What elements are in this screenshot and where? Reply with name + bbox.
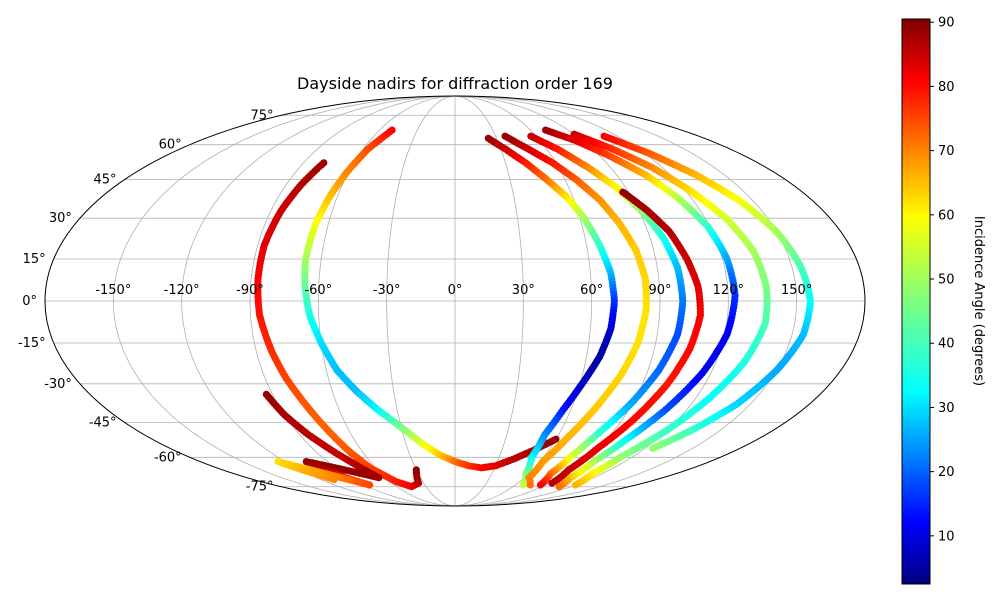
latitude-tick-label: 45° xyxy=(94,173,117,188)
colorbar-tick-label: 90 xyxy=(938,16,955,31)
latitude-tick-label: -30° xyxy=(44,377,72,392)
longitude-tick-label: 0° xyxy=(448,283,463,298)
longitude-tick-labels: -150° -120° -90° -60° -30° 0° 30° 60° 90° 120° 150… xyxy=(95,283,812,298)
chart-title: Dayside nadirs for diffraction order 169 xyxy=(297,74,613,93)
data-point-series-10 xyxy=(649,444,657,452)
colorbar-label: Incidence Angle (degrees) xyxy=(971,216,986,386)
longitude-tick-label: -90° xyxy=(236,283,264,298)
data-point-series-5 xyxy=(526,481,534,489)
longitude-tick-label: -120° xyxy=(164,283,200,298)
colorbar-ticks: 10 20 30 40 50 60 70 80 90 xyxy=(930,16,955,544)
colorbar-gradient xyxy=(901,18,931,585)
latitude-tick-label: 0° xyxy=(22,294,37,309)
data-points xyxy=(254,126,814,491)
longitude-tick-label: -150° xyxy=(95,283,131,298)
latitude-tick-label: 75° xyxy=(250,108,273,123)
globe-outline xyxy=(44,95,866,507)
longitude-tick-label: 60° xyxy=(580,283,603,298)
data-point-series-1 xyxy=(552,435,560,443)
data-point-series-8 xyxy=(555,483,563,491)
data-point-series-3 xyxy=(330,476,338,484)
latitude-tick-label: 15° xyxy=(23,252,46,267)
colorbar-tick-label: 30 xyxy=(938,401,955,416)
colorbar-tick-label: 20 xyxy=(938,465,955,480)
latitude-tick-label: 30° xyxy=(49,211,72,226)
data-point-series-4 xyxy=(519,481,527,489)
latitude-tick-label: -15° xyxy=(18,336,46,351)
data-point-series-6 xyxy=(536,481,545,489)
colorbar: 10 20 30 40 50 60 70 80 90 Incidence Angle (degr… xyxy=(901,16,986,585)
colorbar-tick-label: 50 xyxy=(938,273,955,288)
data-point-series-7 xyxy=(548,479,556,487)
colorbar-tick-label: 70 xyxy=(938,144,955,159)
latitude-tick-label: -45° xyxy=(89,415,117,430)
latitude-tick-label: -75° xyxy=(246,480,274,495)
longitude-tick-label: 150° xyxy=(781,283,812,298)
colorbar-tick-label: 40 xyxy=(938,337,955,352)
latitude-tick-label: 60° xyxy=(159,138,182,153)
longitude-tick-label: 90° xyxy=(648,283,671,298)
colorbar-tick-label: 60 xyxy=(938,208,955,223)
colorbar-tick-label: 10 xyxy=(938,529,955,544)
longitude-tick-label: -60° xyxy=(304,283,332,298)
longitude-tick-label: 120° xyxy=(713,283,744,298)
latitude-tick-labels: 75° 60° 45° 30° 15° 0° -15° -30° -45° -60° -75° xyxy=(18,108,274,494)
longitude-tick-label: 30° xyxy=(512,283,535,298)
graticule-grid xyxy=(45,95,865,507)
data-point-series-2 xyxy=(412,466,420,474)
colorbar-tick-label: 80 xyxy=(938,80,955,95)
longitude-tick-label: -30° xyxy=(373,283,401,298)
data-point-series-9 xyxy=(571,481,580,489)
latitude-tick-label: -60° xyxy=(154,450,182,465)
